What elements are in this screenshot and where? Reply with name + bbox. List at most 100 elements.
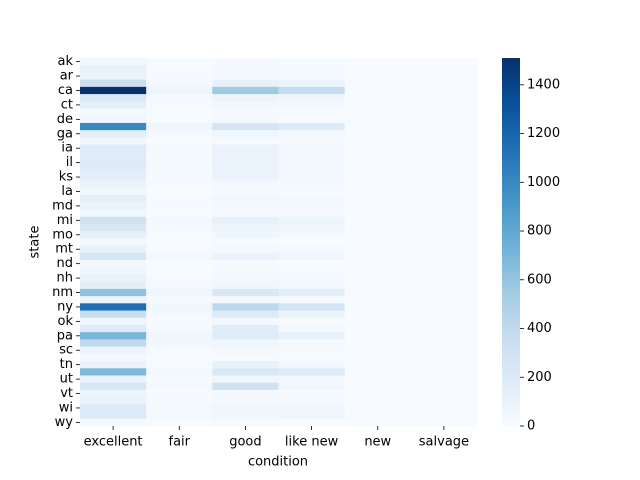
heat-cell: [80, 375, 147, 384]
heat-cell: [344, 231, 412, 239]
heat-cell: [80, 72, 147, 81]
heat-cell: [344, 94, 412, 102]
y-tick-label: sc: [59, 343, 73, 358]
y-tick-label: mo: [52, 227, 73, 242]
heat-cell: [410, 296, 478, 304]
heat-cell: [410, 209, 478, 218]
heat-cell: [410, 281, 478, 290]
heat-cell: [410, 397, 478, 405]
heat-cell: [80, 353, 147, 362]
heat-cell: [410, 353, 478, 362]
heat-cell: [344, 368, 412, 376]
heat-cell: [80, 187, 147, 196]
heat-cell: [212, 353, 279, 362]
colorbar-tick-label: 1400: [527, 77, 560, 92]
heat-cell: [278, 397, 346, 405]
heat-cell: [410, 260, 478, 268]
heat-cell: [212, 288, 279, 297]
heat-cell: [212, 223, 279, 232]
y-tick-label: ga: [57, 126, 73, 141]
heat-cell: [344, 324, 412, 333]
heat-cell: [344, 281, 412, 290]
heat-cell: [212, 375, 279, 384]
heat-cell: [212, 144, 279, 153]
heat-cell: [344, 122, 412, 131]
heat-cell: [344, 267, 412, 275]
heat-cell: [344, 130, 412, 138]
heat-cell: [212, 72, 279, 81]
heat-cell: [278, 274, 346, 283]
heat-cell: [278, 281, 346, 290]
heat-cell: [410, 382, 478, 391]
heat-cell: [146, 281, 213, 290]
heat-cell: [146, 72, 213, 81]
heat-cell: [278, 72, 346, 81]
heat-cell: [278, 418, 346, 427]
heat-cell: [344, 418, 412, 427]
heat-cell: [146, 173, 213, 182]
heat-cell: [344, 288, 412, 297]
heat-cell: [278, 245, 346, 254]
heat-cell: [146, 324, 213, 333]
heat-cell: [212, 180, 279, 189]
heat-cell: [212, 411, 279, 420]
colorbar-tick-label: 800: [527, 224, 552, 239]
y-tick-label: ar: [60, 69, 74, 84]
heat-cell: [146, 209, 213, 218]
colorbar-tick-label: 0: [527, 419, 535, 434]
y-tick-label: vt: [60, 386, 73, 401]
x-tick-label: salvage: [419, 435, 469, 450]
heat-cell: [80, 94, 147, 102]
y-tick-label: ca: [58, 83, 73, 98]
heat-cell: [146, 115, 213, 124]
heat-cell: [410, 144, 478, 153]
heat-cell: [410, 231, 478, 239]
heat-cell: [410, 404, 478, 412]
heat-cell: [410, 195, 478, 203]
heat-cell: [212, 252, 279, 261]
heat-cell: [212, 267, 279, 275]
heat-cell: [146, 180, 213, 189]
heat-cell: [212, 202, 279, 210]
heat-cell: [80, 101, 147, 109]
heat-cell: [212, 332, 279, 340]
heat-cell: [212, 122, 279, 131]
heat-cell: [410, 418, 478, 427]
heat-cell: [344, 137, 412, 145]
heat-cell: [344, 216, 412, 225]
heat-cell: [146, 130, 213, 138]
heat-cell: [410, 79, 478, 88]
heat-cell: [278, 151, 346, 160]
x-tick-label: new: [364, 435, 391, 450]
heat-cell: [410, 223, 478, 232]
y-tick-label: ak: [58, 54, 74, 69]
heat-cell: [146, 332, 213, 340]
heat-cell: [146, 274, 213, 283]
heat-cell: [278, 296, 346, 304]
heat-cell: [344, 411, 412, 420]
heat-cell: [278, 389, 346, 398]
heat-cell: [80, 389, 147, 398]
heat-cell: [344, 339, 412, 348]
heat-cell: [146, 245, 213, 254]
heat-cell: [146, 108, 213, 117]
heat-cell: [278, 79, 346, 88]
heat-cell: [146, 94, 213, 102]
heat-cell: [344, 209, 412, 218]
heat-cell: [80, 238, 147, 247]
heat-cell: [212, 368, 279, 376]
heat-cell: [212, 274, 279, 283]
heat-cell: [146, 202, 213, 210]
x-tick-label: fair: [169, 435, 191, 450]
heat-cell: [344, 303, 412, 311]
heat-cell: [278, 180, 346, 189]
heat-cell: [410, 267, 478, 275]
heat-cell: [278, 353, 346, 362]
heat-cell: [80, 368, 147, 376]
heat-cell: [80, 173, 147, 182]
heat-cell: [146, 144, 213, 153]
heat-cell: [212, 238, 279, 247]
heat-cell: [278, 223, 346, 232]
heat-cell: [278, 368, 346, 376]
